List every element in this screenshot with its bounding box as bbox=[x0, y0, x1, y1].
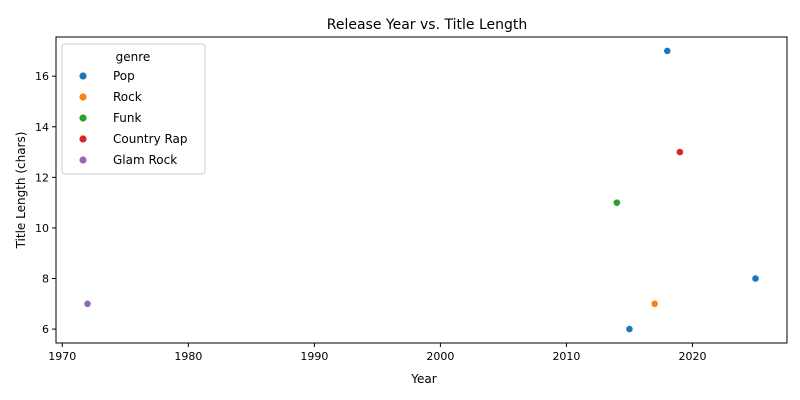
x-tick-label: 1980 bbox=[174, 350, 202, 363]
data-point bbox=[663, 47, 672, 55]
x-tick-label: 2000 bbox=[426, 350, 454, 363]
x-axis-title: Year bbox=[410, 372, 436, 386]
data-point bbox=[83, 299, 92, 308]
legend-entries: Pop Rock Funk Country Rap Glam Rock bbox=[79, 69, 188, 167]
legend: genre Pop Rock Funk Country Rap Glam Rock bbox=[61, 43, 206, 175]
x-tick-label: 1970 bbox=[48, 350, 76, 363]
legend-marker bbox=[79, 135, 87, 143]
y-tick-label: 8 bbox=[42, 273, 49, 286]
y-tick-label: 14 bbox=[35, 121, 49, 134]
legend-title: genre bbox=[116, 50, 151, 64]
chart-title: Release Year vs. Title Length bbox=[327, 17, 527, 33]
x-tick-label: 1990 bbox=[300, 350, 328, 363]
data-point bbox=[625, 325, 634, 333]
data-points bbox=[83, 47, 760, 333]
data-point bbox=[612, 198, 621, 207]
legend-label: Rock bbox=[113, 90, 142, 104]
data-point bbox=[751, 274, 760, 283]
data-point bbox=[650, 299, 659, 308]
legend-frame bbox=[61, 43, 206, 175]
y-tick-label: 12 bbox=[35, 171, 49, 184]
y-tick-label: 16 bbox=[35, 70, 49, 83]
x-axis: 1970 1980 1990 2000 2010 2020 bbox=[48, 343, 706, 363]
y-tick-label: 6 bbox=[42, 323, 49, 336]
y-tick-label: 10 bbox=[35, 222, 49, 235]
legend-marker bbox=[79, 93, 87, 101]
x-tick-label: 2010 bbox=[552, 350, 580, 363]
legend-marker bbox=[79, 114, 87, 122]
legend-label: Country Rap bbox=[113, 132, 188, 146]
legend-label: Funk bbox=[113, 111, 141, 125]
legend-marker bbox=[79, 72, 87, 80]
y-axis-title: Title Length (chars) bbox=[14, 132, 28, 250]
legend-label: Glam Rock bbox=[113, 153, 177, 167]
legend-label: Pop bbox=[113, 69, 135, 83]
y-axis: 6 8 10 12 14 16 bbox=[35, 70, 56, 336]
data-point bbox=[675, 148, 684, 156]
legend-marker bbox=[79, 156, 87, 164]
x-tick-label: 2020 bbox=[678, 350, 706, 363]
